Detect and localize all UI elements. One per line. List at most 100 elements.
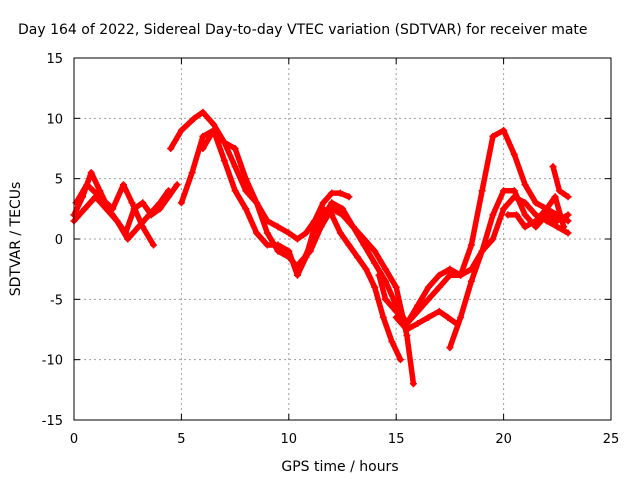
data-point [293, 271, 301, 279]
data-point [371, 259, 379, 267]
data-point [564, 229, 572, 237]
data-point [263, 229, 271, 237]
data-point [560, 223, 568, 231]
data-point [302, 229, 310, 237]
data-point [532, 223, 540, 231]
data-point [328, 205, 336, 213]
data-point [113, 217, 121, 225]
data-point [345, 193, 353, 201]
data-point [242, 175, 250, 183]
ticks: 0 5 10 15 20 25 -15 -10 -5 0 5 10 15 [42, 52, 620, 447]
data-point [467, 241, 475, 249]
data-point [446, 344, 454, 352]
data-point [81, 205, 89, 213]
data-point [345, 241, 353, 249]
data-point [532, 217, 540, 225]
data-point [424, 313, 432, 321]
series-line [73, 181, 157, 248]
data-point [293, 235, 301, 243]
data-point [220, 138, 228, 146]
data-point [274, 223, 282, 231]
data-point [328, 189, 336, 197]
data-point [543, 205, 551, 213]
data-point [521, 211, 529, 219]
y-axis-label: SDTVAR / TECUs [8, 182, 24, 297]
y-tick-label: -5 [50, 293, 63, 308]
data-point [467, 277, 475, 285]
data-point [396, 356, 404, 364]
data-point [167, 145, 175, 152]
data-point [360, 241, 368, 249]
data-point [145, 211, 153, 219]
data-point [375, 271, 383, 279]
data-point [139, 223, 147, 231]
data-point [500, 205, 508, 213]
data-point [242, 187, 250, 195]
data-point [220, 157, 228, 165]
data-point [457, 313, 465, 321]
data-point [555, 187, 563, 195]
data-point [510, 151, 518, 159]
data-point [296, 265, 304, 273]
data-series [72, 181, 157, 249]
x-tick-label: 25 [603, 432, 620, 447]
data-point [128, 199, 136, 207]
x-tick-label: 15 [388, 432, 405, 447]
data-point [177, 199, 185, 207]
data-point [444, 313, 452, 321]
series-line [447, 187, 571, 351]
grid [74, 58, 611, 420]
data-point [165, 187, 173, 195]
y-tick-label: 5 [55, 173, 63, 188]
data-series [504, 193, 568, 231]
data-point [285, 229, 293, 237]
data-point [339, 211, 346, 219]
data-point [504, 211, 512, 219]
data-point [521, 199, 529, 207]
data-point [500, 187, 508, 195]
data-point [231, 145, 239, 152]
data-point [362, 265, 370, 273]
data-point [489, 211, 497, 219]
data-point [414, 301, 422, 309]
series-line [376, 127, 571, 327]
data-point [478, 187, 486, 195]
series-line [71, 187, 172, 242]
data-point [549, 163, 557, 171]
data-point [564, 217, 572, 225]
data-point [512, 211, 520, 219]
chart-title: Day 164 of 2022, Sidereal Day-to-day VTE… [18, 22, 588, 38]
y-tick-label: -15 [42, 414, 63, 429]
data-point [424, 295, 432, 303]
data-series [549, 163, 572, 201]
data-point [139, 199, 147, 207]
data-point [392, 307, 400, 315]
data-point [435, 307, 443, 315]
data-point [319, 199, 327, 207]
data-point [156, 199, 164, 207]
data-point [285, 253, 293, 261]
series-line [550, 163, 571, 200]
data-point [446, 271, 454, 279]
data-point [119, 181, 127, 189]
series-line [296, 194, 571, 327]
y-tick-label: 10 [46, 112, 63, 127]
data-point [403, 326, 411, 333]
data-point [551, 193, 559, 201]
data-point [510, 187, 518, 195]
data-point [296, 259, 304, 267]
data-point [328, 199, 336, 207]
data-series [375, 126, 572, 327]
x-tick-label: 10 [281, 432, 298, 447]
data-point [392, 283, 400, 291]
data-point [263, 241, 271, 249]
data-point [188, 169, 196, 177]
data-point [339, 205, 346, 213]
data-point [231, 187, 239, 195]
x-tick-label: 20 [495, 432, 512, 447]
data-point [388, 338, 396, 346]
data-point [424, 283, 432, 291]
data-point [336, 229, 344, 237]
data-point [199, 145, 207, 152]
